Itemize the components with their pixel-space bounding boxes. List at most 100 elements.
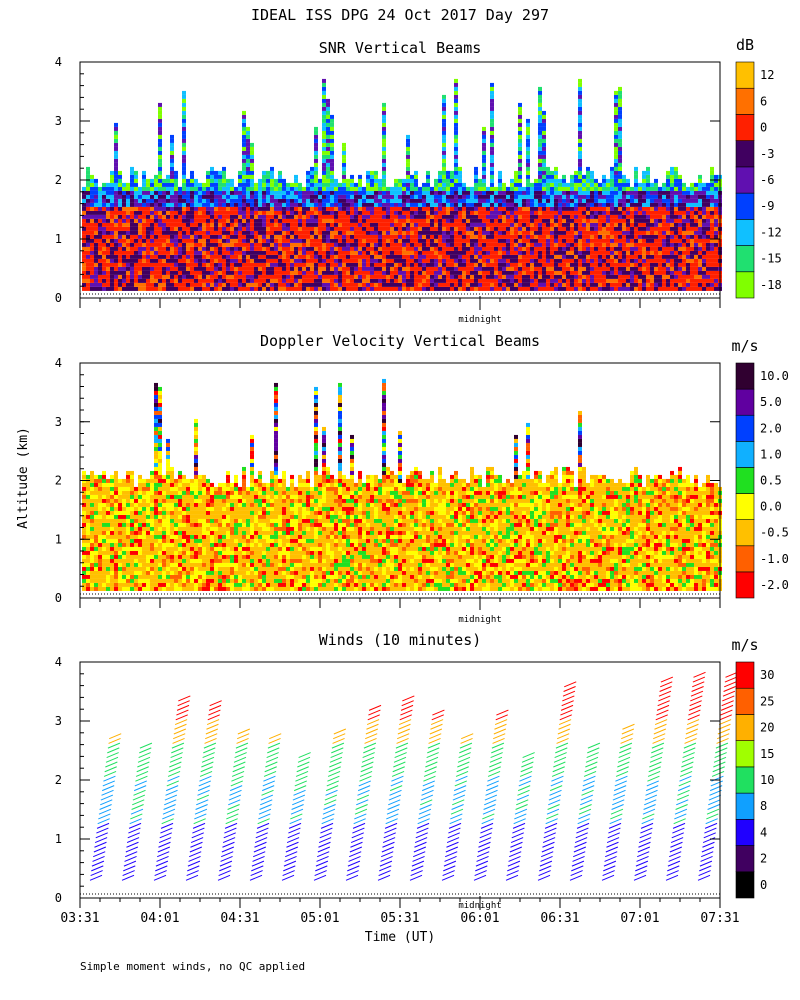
heatmap-cell (250, 206, 254, 211)
heatmap-cell (266, 198, 270, 203)
heatmap-cell (182, 238, 186, 243)
heatmap-cell (142, 190, 146, 195)
heatmap-cell (142, 182, 146, 187)
heatmap-cell (562, 182, 566, 187)
heatmap-cell (414, 182, 418, 187)
heatmap-cell (474, 250, 478, 255)
heatmap-cell (382, 278, 386, 283)
heatmap-cell (170, 262, 174, 267)
heatmap-cell (470, 262, 474, 267)
heatmap-cell (246, 254, 250, 259)
heatmap-cell (694, 278, 698, 283)
heatmap-cell (178, 282, 182, 287)
heatmap-cell (146, 190, 150, 195)
heatmap-cell (182, 242, 186, 247)
heatmap-cell (162, 206, 166, 211)
heatmap-cell (210, 250, 214, 255)
heatmap-cell (622, 206, 626, 211)
heatmap-cell (306, 222, 310, 227)
heatmap-cell (202, 222, 206, 227)
y-tick-label: 0 (55, 291, 62, 305)
heatmap-cell (498, 254, 502, 259)
heatmap-cell (322, 266, 326, 271)
heatmap-cell (94, 226, 98, 231)
heatmap-cell (462, 230, 466, 235)
heatmap-cell (626, 230, 630, 235)
heatmap-cell (102, 254, 106, 259)
heatmap-cell (558, 250, 562, 255)
heatmap-cell (302, 242, 306, 247)
heatmap-cell (406, 198, 410, 203)
heatmap-cell (386, 190, 390, 195)
heatmap-cell (550, 266, 554, 271)
heatmap-cell (510, 210, 514, 215)
heatmap-cell (502, 278, 506, 283)
heatmap-cell (454, 270, 458, 275)
heatmap-cell (294, 202, 298, 207)
heatmap-cell (282, 186, 286, 191)
heatmap-cell (606, 262, 610, 267)
heatmap-cell (354, 242, 358, 247)
heatmap-cell (302, 194, 306, 199)
heatmap-cell (630, 254, 634, 259)
heatmap-cell (110, 186, 114, 191)
heatmap-cell (614, 102, 618, 107)
heatmap-cell (622, 174, 626, 179)
heatmap-cell (386, 202, 390, 207)
heatmap-cell (590, 210, 594, 215)
heatmap-cell (426, 282, 430, 287)
heatmap-cell (246, 222, 250, 227)
heatmap-cell (614, 206, 618, 211)
heatmap-cell (338, 182, 342, 187)
heatmap-cell (234, 190, 238, 195)
heatmap-cell (442, 258, 446, 263)
heatmap-cell (370, 194, 374, 199)
heatmap-cell (354, 226, 358, 231)
heatmap-cell (702, 210, 706, 215)
heatmap-cell (610, 174, 614, 179)
heatmap-cell (254, 254, 258, 259)
heatmap-cell (510, 206, 514, 211)
heatmap-cell (586, 278, 590, 283)
heatmap-cell (558, 258, 562, 263)
heatmap-cell (358, 178, 362, 183)
heatmap-cell (214, 274, 218, 279)
heatmap-cell (642, 262, 646, 267)
heatmap-cell (90, 198, 94, 203)
heatmap-cell (98, 246, 102, 251)
heatmap-cell (226, 218, 230, 223)
heatmap-cell (94, 178, 98, 183)
heatmap-cell (566, 262, 570, 267)
heatmap-cell (690, 238, 694, 243)
heatmap-cell (246, 158, 250, 163)
heatmap-cell (334, 202, 338, 207)
heatmap-cell (318, 234, 322, 239)
heatmap-cell (118, 194, 122, 199)
heatmap-cell (446, 286, 450, 291)
heatmap-cell (602, 174, 606, 179)
heatmap-cell (358, 186, 362, 191)
heatmap-cell (350, 210, 354, 215)
heatmap-cell (242, 146, 246, 151)
heatmap-cell (290, 202, 294, 207)
heatmap-cell (214, 254, 218, 259)
heatmap-cell (646, 286, 650, 291)
heatmap-cell (446, 210, 450, 215)
heatmap-cell (270, 186, 274, 191)
heatmap-cell (462, 242, 466, 247)
heatmap-cell (518, 282, 522, 287)
heatmap-cell (690, 234, 694, 239)
heatmap-cell (226, 266, 230, 271)
heatmap-cell (458, 170, 462, 175)
heatmap-cell (186, 202, 190, 207)
heatmap-cell (166, 254, 170, 259)
heatmap-cell (130, 166, 134, 171)
heatmap-cell (230, 278, 234, 283)
heatmap-cell (406, 170, 410, 175)
heatmap-cell (170, 274, 174, 279)
heatmap-cell (186, 230, 190, 235)
heatmap-cell (382, 266, 386, 271)
heatmap-cell (162, 222, 166, 227)
heatmap-cell (622, 210, 626, 215)
heatmap-cell (198, 230, 202, 235)
